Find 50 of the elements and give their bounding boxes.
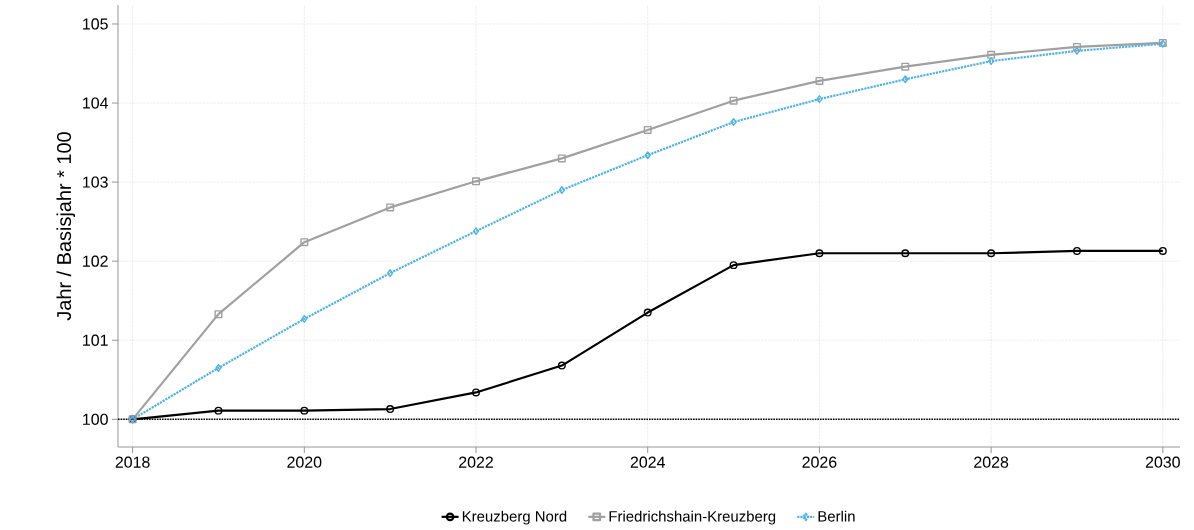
point (215, 363, 222, 372)
point (815, 249, 824, 258)
point (816, 95, 823, 104)
point (730, 118, 737, 127)
point (901, 62, 910, 71)
x-tick-label: 2024 (630, 456, 665, 468)
point (214, 310, 223, 319)
point (386, 405, 395, 414)
x-tick-label: 2026 (802, 456, 837, 468)
point (901, 249, 910, 258)
y-tick-label: 105 (83, 18, 108, 30)
y-tick-label: 101 (83, 334, 108, 346)
point (1072, 246, 1081, 255)
point (643, 125, 652, 134)
point (1073, 46, 1081, 55)
point (815, 76, 824, 85)
point (557, 154, 566, 163)
point (386, 269, 394, 278)
legend-label: Friedrichshain-Kreuzberg (609, 510, 776, 525)
y-tick-label: 102 (83, 255, 108, 267)
point (472, 227, 480, 236)
x-tick-label: 2018 (115, 456, 150, 468)
point (729, 261, 738, 270)
point (729, 96, 738, 105)
point (643, 308, 652, 317)
point (987, 50, 996, 59)
point (472, 177, 480, 186)
point (214, 406, 223, 415)
legend-label: Kreuzberg Nord (462, 510, 567, 525)
y-axis-title: Jahr / Basisjahr * 100 (56, 132, 76, 321)
point (987, 57, 995, 66)
point (300, 406, 309, 415)
y-tick-label: 100 (83, 413, 108, 425)
point (1072, 42, 1081, 51)
x-tick-label: 2022 (459, 456, 493, 468)
x-tick-label: 2020 (287, 456, 322, 468)
y-tick-label: 103 (83, 176, 108, 188)
point (987, 249, 996, 258)
point (558, 186, 566, 195)
legend-label: Berlin (818, 510, 855, 522)
x-tick-label: 2030 (1145, 456, 1180, 468)
point (644, 151, 651, 160)
point (472, 388, 480, 397)
y-tick-label: 104 (83, 97, 109, 109)
point (557, 361, 566, 370)
point (300, 238, 309, 247)
point (902, 75, 909, 84)
point (301, 314, 308, 323)
x-tick-label: 2028 (974, 456, 1009, 468)
point (386, 203, 395, 212)
